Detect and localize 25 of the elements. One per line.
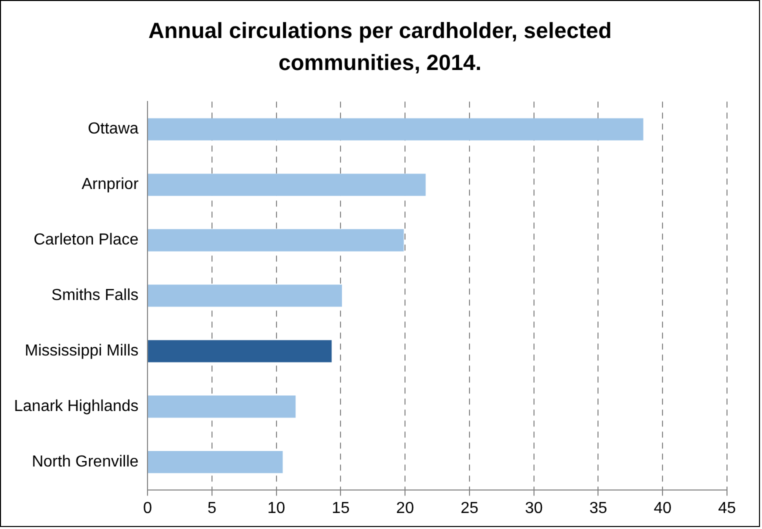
y-tick-label: Lanark Highlands	[14, 398, 139, 416]
y-tick-label: Smiths Falls	[51, 287, 139, 304]
bar	[148, 174, 426, 196]
bar	[148, 118, 644, 140]
y-tick-label: Carleton Place	[34, 232, 139, 249]
y-tick-label: Arnprior	[82, 176, 140, 194]
bar	[148, 340, 332, 362]
bar	[148, 229, 404, 252]
x-tick-label: 20	[396, 500, 414, 517]
x-tick-label: 5	[207, 500, 216, 517]
x-tick-label: 30	[524, 500, 543, 517]
bar	[148, 284, 342, 307]
x-tick-label: 0	[143, 500, 152, 517]
x-tick-label: 35	[589, 500, 608, 517]
x-tick-label: 10	[267, 500, 286, 517]
y-tick-label: Ottawa	[88, 120, 139, 138]
x-tick-label: 40	[654, 500, 672, 517]
bar	[148, 396, 296, 418]
x-tick-label: 45	[718, 500, 736, 517]
y-tick-label: Mississippi Mills	[24, 342, 139, 360]
y-tick-label: North Grenville	[32, 453, 139, 470]
x-tick-label: 15	[332, 500, 350, 517]
chart-title: Annual circulations per cardholder, selected communities, 2014.	[147, 17, 613, 77]
x-tick-label: 25	[460, 500, 478, 517]
bar	[148, 450, 283, 474]
